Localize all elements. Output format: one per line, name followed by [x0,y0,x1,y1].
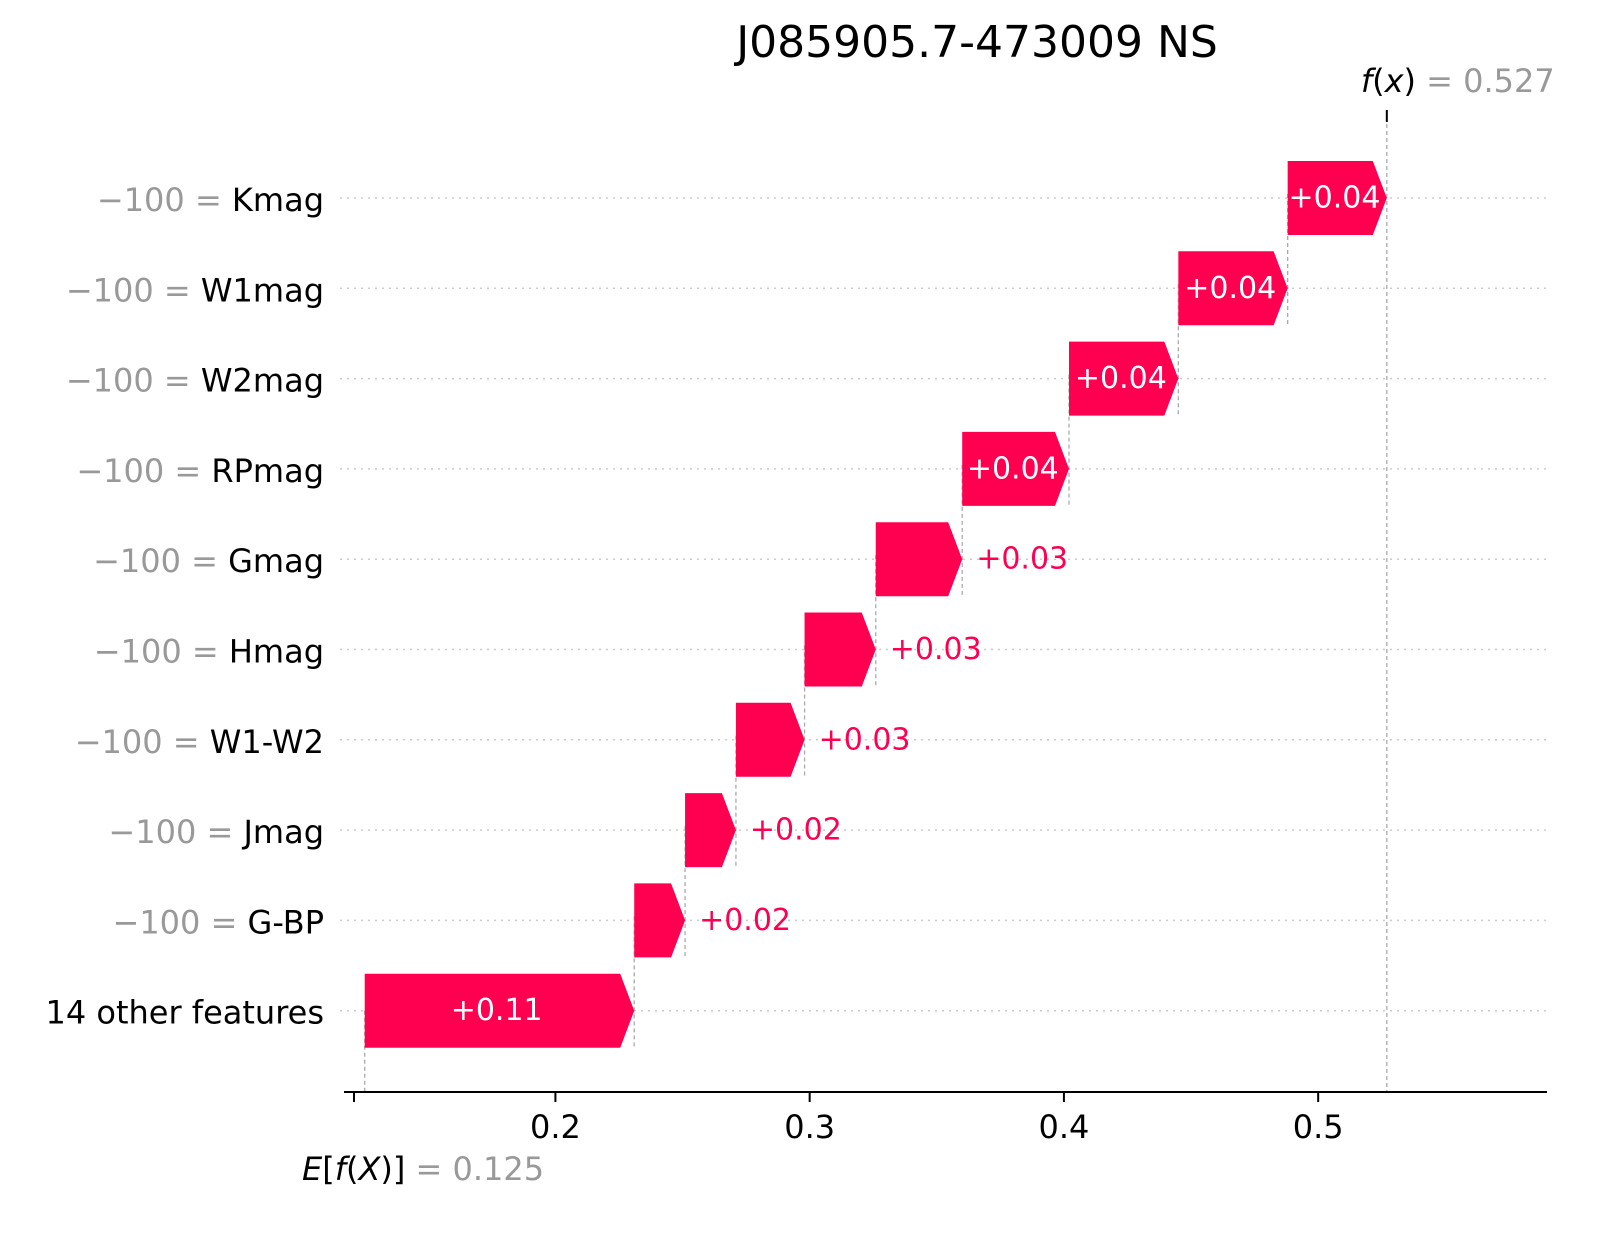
x-tick-label: 0.3 [784,1108,835,1146]
bar-rpmag [962,431,1069,506]
grid-lines [340,197,1547,1012]
bar-value-label: +0.04 [967,451,1059,486]
feature-name: Kmag [232,181,324,219]
feature-value: −100 = [76,452,211,490]
feature-label: 14 other features [45,994,324,1032]
bar-w2mag [1069,341,1179,416]
bar-value-label: +0.03 [819,722,911,757]
bar-kmag [1287,161,1387,235]
feature-name: Jmag [241,813,324,851]
feature-name: W1-W2 [210,723,324,761]
feature-name: 14 other features [45,994,324,1032]
feature-label: −100 = Jmag [108,813,324,851]
bar-w1-w2 [735,702,805,777]
feature-name: Gmag [228,542,324,580]
feature-label: −100 = W1mag [66,271,324,309]
bar-g-bp [634,883,686,958]
x-axis: 0.2 0.3 0.4 0.5 [344,1091,1547,1146]
x-tick-label: 0.4 [1038,1108,1089,1146]
bar-value-label: +0.04 [1184,271,1276,306]
bar-gmag [875,522,963,597]
feature-name: W2mag [201,362,324,400]
bar-value-label: +0.02 [699,903,791,938]
bar-w1mag [1178,251,1288,326]
feature-value: −100 = [94,633,229,671]
feature-label: −100 = Hmag [94,633,324,671]
feature-value: −100 = [93,542,228,580]
bar-value-label: +0.02 [750,813,842,848]
bar-14-other-features [364,973,635,1048]
bar-value-label: +0.04 [1288,181,1380,216]
feature-name: W1mag [201,271,324,309]
bars: +0.04 +0.04 +0.04 +0.04 +0.03 +0.03 +0.03 +0.02… [364,161,1387,1048]
feature-label: −100 = G-BP [113,903,325,941]
feature-name: RPmag [211,452,324,490]
feature-value: −100 = [66,362,201,400]
feature-label: −100 = Gmag [93,542,324,580]
bar-value-label: +0.03 [890,632,982,667]
bar-value-label: +0.11 [451,993,543,1028]
feature-value: −100 = [75,723,210,761]
feature-value: −100 = [113,903,248,941]
feature-label: −100 = W2mag [66,362,324,400]
feature-value: −100 = [108,813,243,851]
bar-jmag [685,793,736,868]
feature-labels: −100 = Kmag−100 = W1mag−100 = W2mag−100 … [45,181,324,1032]
feature-value: −100 = [97,181,232,219]
value-annotations: f(x) = 0.527 E[f(X)] = 0.125 [302,62,1555,1188]
bar-hmag [804,612,876,687]
feature-value: −100 = [66,271,201,309]
x-tick-label: 0.2 [530,1108,581,1146]
feature-label: −100 = W1-W2 [75,723,324,761]
feature-label: −100 = Kmag [97,181,324,219]
feature-name: G-BP [248,903,324,941]
bar-value-label: +0.04 [1075,361,1167,396]
feature-label: −100 = RPmag [76,452,324,490]
chart-title: J085905.7-473009 NS [733,17,1218,68]
final-value-annotation: f(x) = 0.527 [1361,62,1555,100]
bar-value-label: +0.03 [976,542,1068,577]
feature-name: Hmag [229,633,324,671]
x-tick-label: 0.5 [1293,1108,1344,1146]
base-value-annotation: E[f(X)] = 0.125 [302,1150,544,1188]
